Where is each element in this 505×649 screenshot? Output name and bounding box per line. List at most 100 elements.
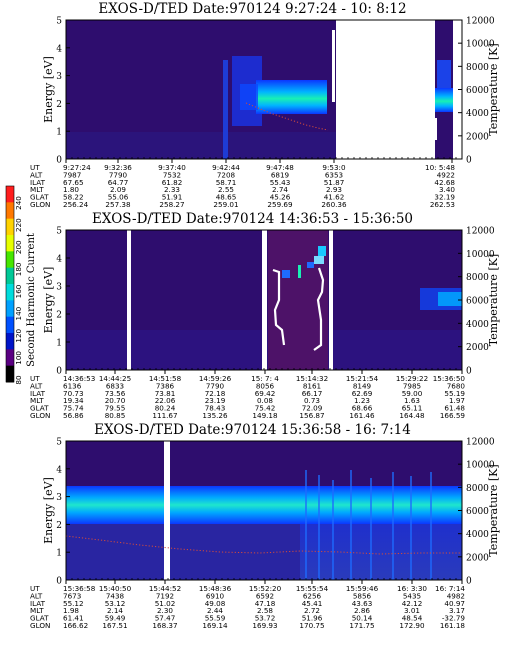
ephemeris-row-label: GLAT bbox=[30, 193, 49, 202]
panel2-blob-2 bbox=[318, 246, 326, 256]
panel1-right-edge-gap bbox=[453, 20, 462, 159]
panel1-gap-marker bbox=[332, 30, 335, 102]
panel2-blob-3 bbox=[314, 256, 324, 264]
ephemeris-value: 47.18 bbox=[255, 599, 276, 608]
ephemeris-value: 51.87 bbox=[324, 178, 345, 187]
ephemeris-value: 6256 bbox=[303, 591, 322, 600]
ephemeris-value: 20.70 bbox=[105, 396, 126, 405]
ephemeris-value: 256.24 bbox=[63, 200, 89, 209]
ephemeris-value: 49.08 bbox=[205, 599, 226, 608]
colorbar-tick-label: 160 bbox=[14, 284, 23, 298]
ephemeris-value: 1.63 bbox=[404, 396, 420, 405]
panel3-low-region-right bbox=[300, 514, 462, 580]
panel1-right-strip-blue bbox=[437, 60, 451, 88]
temperature-tick-label: 10000 bbox=[466, 40, 495, 50]
ephemeris-value: 3.40 bbox=[439, 185, 455, 194]
panel2-title: EXOS-D/TED Date:970124 14:36:53 - 15:36:… bbox=[91, 211, 413, 227]
ephemeris-row-label: MLT bbox=[30, 396, 44, 405]
ephemeris-value: 135.26 bbox=[202, 411, 228, 420]
ephemeris-value: 68.66 bbox=[352, 404, 373, 413]
ephemeris-value: 59.00 bbox=[402, 389, 423, 398]
ephemeris-value: 9:53:0 bbox=[322, 163, 346, 172]
ephemeris-value: 57.47 bbox=[155, 614, 176, 623]
ephemeris-value: 2.14 bbox=[107, 606, 123, 615]
ephemeris-value: -32.79 bbox=[442, 614, 466, 623]
energy-tick-label: 5 bbox=[56, 227, 62, 237]
ephemeris-value: 51.02 bbox=[155, 599, 176, 608]
ephemeris-row-label: ILAT bbox=[30, 389, 46, 398]
temperature-axis-label: Temperature [K] bbox=[487, 254, 500, 346]
panel2-right-band-core bbox=[438, 292, 462, 306]
ephemeris-value: 161.46 bbox=[349, 411, 375, 420]
colorbar-tick-label: 80 bbox=[14, 375, 23, 385]
ephemeris-value: 6910 bbox=[206, 591, 225, 600]
ephemeris-row-label: GLON bbox=[30, 200, 50, 209]
ephemeris-row-label: ALT bbox=[30, 591, 43, 600]
temperature-tick-label: 4000 bbox=[466, 109, 489, 119]
ephemeris-value: 14:44:25 bbox=[99, 374, 131, 383]
panel3-axes: 0 1 2 3 4 5 0 2000 4000 6000 8000 10000 12000 Energy … bbox=[30, 438, 500, 631]
energy-axis-label: Energy [eV] bbox=[42, 56, 55, 123]
ephemeris-row-label: UT bbox=[30, 163, 40, 172]
ephemeris-value: 64.77 bbox=[108, 178, 129, 187]
panel2-gap-1 bbox=[127, 230, 131, 370]
temperature-tick-label: 12000 bbox=[466, 438, 495, 448]
ephemeris-value: 40.97 bbox=[444, 599, 465, 608]
ephemeris-value: 78.43 bbox=[205, 404, 226, 413]
colorbar-tick-label: 200 bbox=[14, 240, 23, 254]
ephemeris-value: 42.68 bbox=[434, 178, 455, 187]
ephemeris-value: 51.96 bbox=[302, 614, 323, 623]
ephemeris-value: 61.48 bbox=[444, 404, 465, 413]
ephemeris-value: 15:36:50 bbox=[433, 374, 466, 383]
ephemeris-value: 7987 bbox=[63, 170, 81, 179]
ephemeris-value: 169.93 bbox=[252, 621, 277, 630]
ephemeris-row-label: UT bbox=[30, 374, 40, 383]
energy-tick-label: 5 bbox=[56, 17, 62, 27]
colorbar-swatch bbox=[6, 349, 14, 367]
temperature-tick-label: 2000 bbox=[466, 553, 489, 563]
ephemeris-value: 15:48:36 bbox=[199, 584, 232, 593]
ephemeris-value: 6136 bbox=[63, 381, 82, 390]
ephemeris-value: 7438 bbox=[106, 591, 125, 600]
energy-tick-label: 1 bbox=[56, 339, 62, 349]
energy-tick-label: 4 bbox=[56, 255, 62, 265]
temperature-tick-label: 10000 bbox=[466, 461, 495, 471]
ephemeris-value: 2.30 bbox=[157, 606, 173, 615]
ephemeris-value: 5435 bbox=[403, 591, 421, 600]
ephemeris-value: 15:52:20 bbox=[249, 584, 282, 593]
ephemeris-value: 164.48 bbox=[399, 411, 425, 420]
ephemeris-value: 9:32:36 bbox=[104, 163, 132, 172]
ephemeris-value: 4922 bbox=[437, 170, 455, 179]
panel3-streaks bbox=[305, 470, 432, 580]
ephemeris-value: 53.12 bbox=[105, 599, 126, 608]
ephemeris-value: 15:36:58 bbox=[63, 584, 96, 593]
ephemeris-value: 55.43 bbox=[270, 178, 291, 187]
ephemeris-row-label: GLAT bbox=[30, 614, 49, 623]
ephemeris-row-label: UT bbox=[30, 584, 40, 593]
temperature-tick-label: 0 bbox=[466, 367, 472, 377]
ephemeris-row-label: ILAT bbox=[30, 599, 46, 608]
colorbar-swatch bbox=[6, 235, 14, 252]
ephemeris-value: 73.56 bbox=[105, 389, 126, 398]
ephemeris-value: 67.65 bbox=[63, 178, 84, 187]
temperature-tick-label: 8000 bbox=[466, 273, 489, 283]
ephemeris-value: 2.55 bbox=[218, 185, 234, 194]
ephemeris-value: 8149 bbox=[353, 381, 372, 390]
ephemeris-value: 62.69 bbox=[352, 389, 373, 398]
temperature-axis-label: Temperature [K] bbox=[487, 43, 500, 135]
ephemeris-value: 2.58 bbox=[257, 606, 273, 615]
panel2-white-trace-1 bbox=[272, 268, 286, 346]
ephemeris-value: 66.17 bbox=[302, 389, 323, 398]
ephemeris-value: 65.11 bbox=[402, 404, 423, 413]
panel3-temperature-trace bbox=[65, 535, 462, 555]
panel2-blob-4 bbox=[307, 262, 314, 268]
ephemeris-value: 258.27 bbox=[159, 200, 184, 209]
ephemeris-value: 15:29:22 bbox=[396, 374, 428, 383]
ephemeris-value: 169.14 bbox=[202, 621, 228, 630]
ephemeris-value: 48.65 bbox=[216, 193, 237, 202]
ephemeris-value: 1.23 bbox=[354, 396, 370, 405]
ephemeris-value: 7192 bbox=[156, 591, 174, 600]
panel3: 0 1 2 3 4 5 0 2000 4000 6000 8000 10000 12000 Energy … bbox=[30, 438, 500, 631]
